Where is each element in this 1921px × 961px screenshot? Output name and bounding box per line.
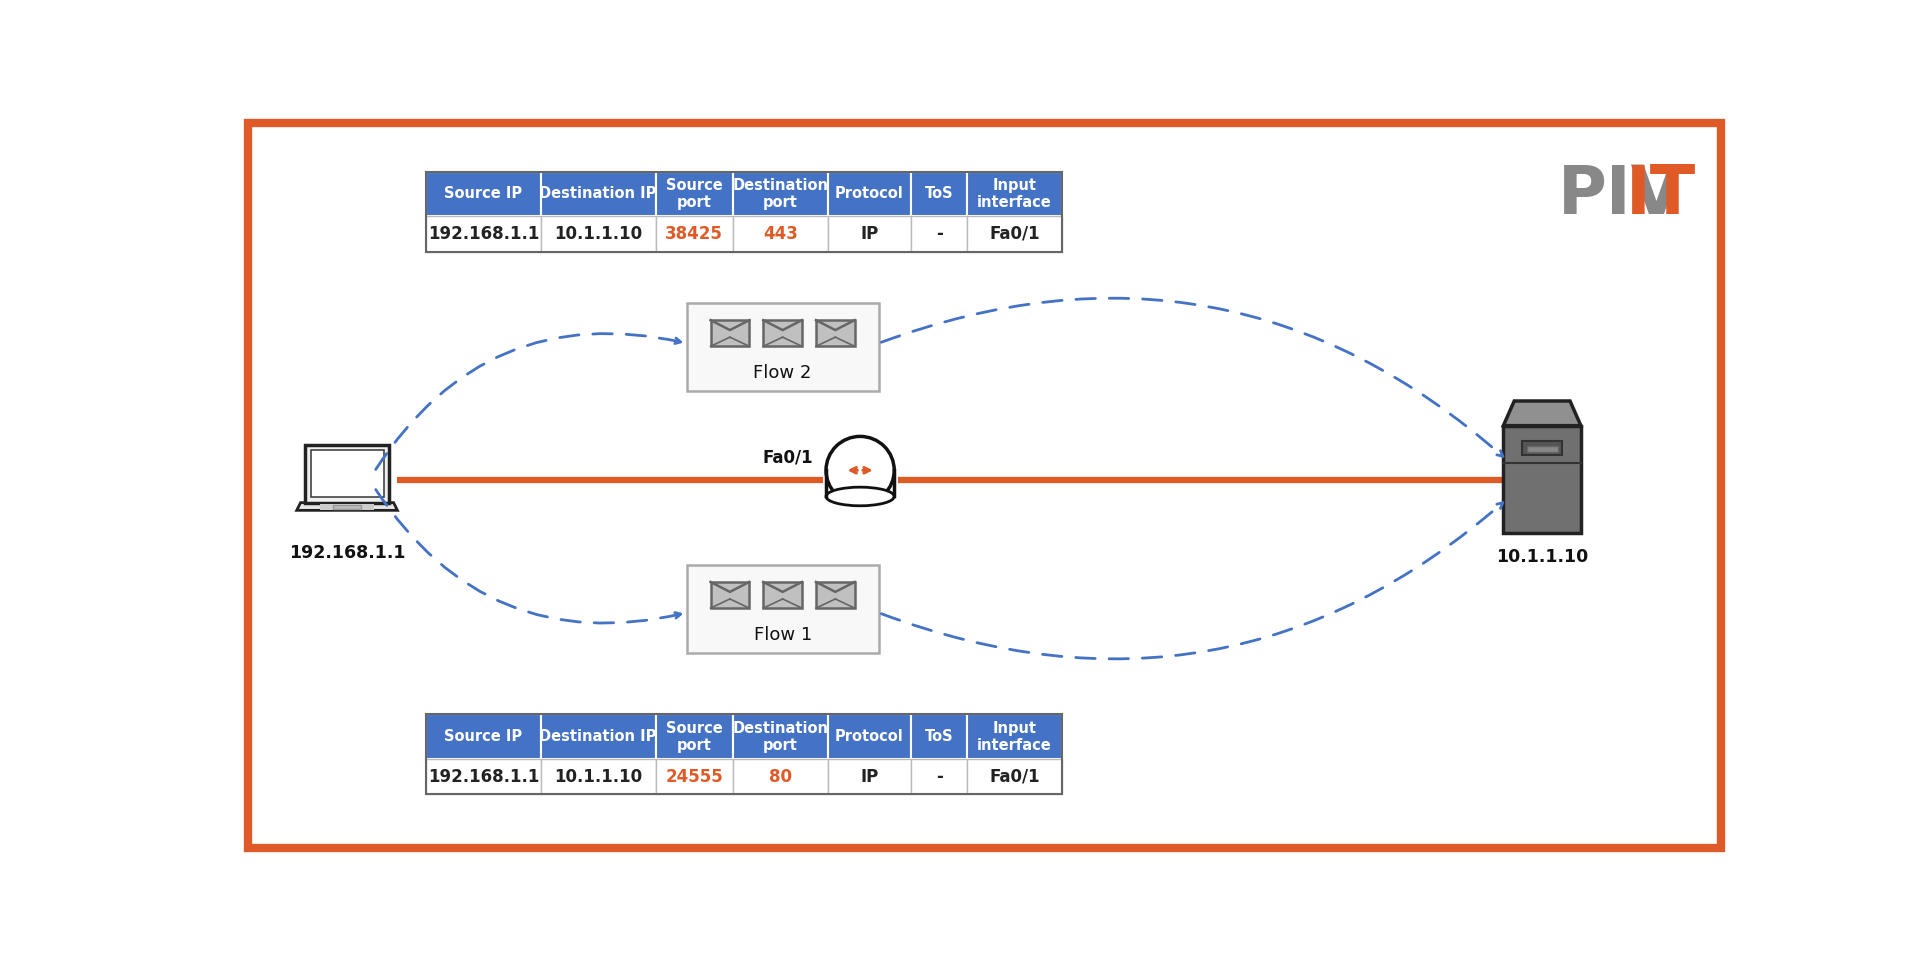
Text: Protocol: Protocol: [836, 186, 903, 202]
Bar: [966, 216, 1062, 252]
Text: Destination IP: Destination IP: [540, 729, 657, 744]
Bar: [763, 582, 801, 608]
Text: Destination
port: Destination port: [732, 178, 828, 210]
Bar: [426, 216, 542, 252]
Text: 10.1.1.10: 10.1.1.10: [553, 768, 642, 786]
Bar: [734, 171, 828, 216]
Text: 24555: 24555: [665, 768, 722, 786]
Bar: [426, 759, 542, 795]
Bar: [426, 714, 1062, 795]
Text: Flow 2: Flow 2: [753, 364, 813, 382]
Text: Destination IP: Destination IP: [540, 186, 657, 202]
Text: Destination
port: Destination port: [732, 721, 828, 752]
Text: ToS: ToS: [924, 729, 953, 744]
Bar: [763, 320, 801, 346]
Bar: [911, 714, 966, 759]
Text: Source
port: Source port: [667, 721, 722, 752]
Text: Source
port: Source port: [667, 178, 722, 210]
Text: 192.168.1.1: 192.168.1.1: [428, 225, 540, 243]
Bar: [734, 759, 828, 795]
Text: 10.1.1.10: 10.1.1.10: [1496, 548, 1589, 565]
Polygon shape: [1504, 401, 1581, 426]
Bar: [966, 714, 1062, 759]
Text: 192.168.1.1: 192.168.1.1: [288, 544, 405, 561]
Bar: [911, 759, 966, 795]
Polygon shape: [296, 503, 398, 510]
Bar: [542, 714, 655, 759]
Bar: [305, 445, 388, 503]
Bar: [542, 216, 655, 252]
Circle shape: [826, 436, 893, 505]
Bar: [1527, 446, 1558, 452]
Text: Input
interface: Input interface: [978, 178, 1051, 210]
Text: IP: IP: [861, 225, 878, 243]
Text: ToS: ToS: [924, 186, 953, 202]
Text: 192.168.1.1: 192.168.1.1: [428, 768, 540, 786]
Bar: [655, 714, 734, 759]
Text: Protocol: Protocol: [836, 729, 903, 744]
Text: IP: IP: [861, 768, 878, 786]
Ellipse shape: [826, 487, 893, 505]
Bar: [321, 505, 375, 509]
Bar: [1504, 426, 1581, 533]
Bar: [911, 216, 966, 252]
Bar: [655, 759, 734, 795]
Text: Fa0/1: Fa0/1: [763, 449, 815, 467]
Bar: [426, 171, 1062, 252]
Text: Input
interface: Input interface: [978, 721, 1051, 752]
Text: IT: IT: [1625, 161, 1696, 228]
Bar: [828, 171, 911, 216]
Text: Source IP: Source IP: [444, 186, 523, 202]
Bar: [655, 171, 734, 216]
Bar: [816, 582, 855, 608]
Bar: [734, 216, 828, 252]
Text: 80: 80: [768, 768, 791, 786]
Bar: [542, 759, 655, 795]
Bar: [828, 759, 911, 795]
Bar: [734, 714, 828, 759]
Bar: [655, 216, 734, 252]
Bar: [711, 320, 749, 346]
Bar: [426, 714, 542, 759]
Bar: [686, 303, 878, 391]
Bar: [686, 565, 878, 653]
Bar: [426, 171, 542, 216]
Bar: [911, 171, 966, 216]
Bar: [828, 216, 911, 252]
Bar: [828, 714, 911, 759]
Bar: [966, 171, 1062, 216]
Text: Fa0/1: Fa0/1: [989, 225, 1039, 243]
Text: Flow 1: Flow 1: [753, 626, 813, 644]
Text: -: -: [936, 768, 943, 786]
Bar: [332, 505, 361, 509]
Text: 443: 443: [763, 225, 797, 243]
Text: PIV: PIV: [1558, 161, 1683, 228]
Text: Fa0/1: Fa0/1: [989, 768, 1039, 786]
Text: Source IP: Source IP: [444, 729, 523, 744]
Text: -: -: [936, 225, 943, 243]
Bar: [542, 171, 655, 216]
Bar: [311, 451, 384, 497]
Bar: [711, 582, 749, 608]
Bar: [1521, 441, 1562, 455]
Text: 38425: 38425: [665, 225, 722, 243]
Text: 10.1.1.10: 10.1.1.10: [553, 225, 642, 243]
Bar: [966, 759, 1062, 795]
Bar: [816, 320, 855, 346]
